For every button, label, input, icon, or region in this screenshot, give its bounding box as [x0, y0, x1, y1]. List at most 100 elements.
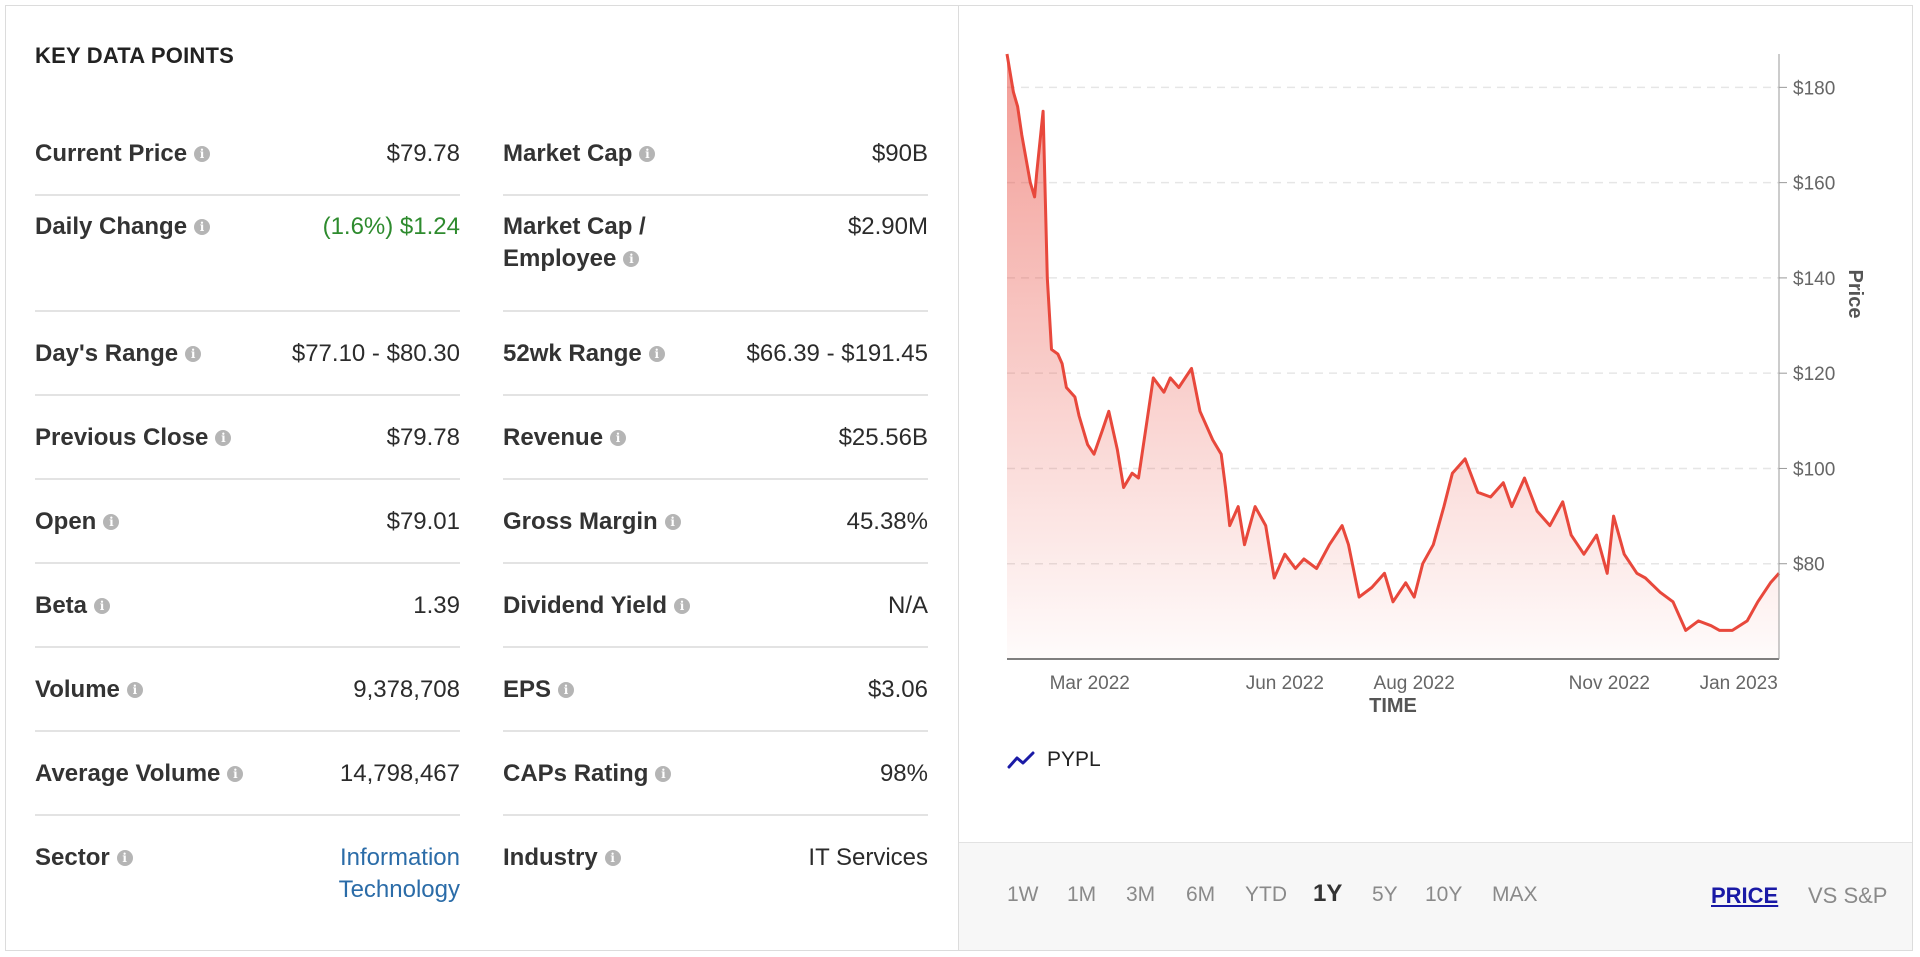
- info-icon[interactable]: i: [116, 850, 133, 866]
- info-icon[interactable]: i: [185, 346, 202, 362]
- data-row-gross-margin: Gross Margin i 45.38%: [503, 480, 928, 564]
- price-area: [1007, 54, 1779, 659]
- x-tick-label: Jun 2022: [1246, 673, 1324, 694]
- data-value: $25.56B: [838, 424, 928, 451]
- range-ytd-button[interactable]: YTD: [1245, 883, 1287, 906]
- data-row-average-volume: Average Volume i 14,798,467: [35, 732, 460, 816]
- data-value: $77.10 - $80.30: [291, 340, 460, 367]
- range-1y-button[interactable]: 1Y: [1313, 880, 1343, 907]
- data-value: $3.06: [867, 676, 928, 703]
- data-value: 9,378,708: [353, 676, 460, 703]
- range-max-button[interactable]: MAX: [1492, 883, 1538, 906]
- data-row-previous-close: Previous Close i $79.78: [35, 396, 460, 480]
- sector-link[interactable]: Information Technology: [338, 844, 460, 903]
- data-label: CAPs Rating i: [503, 758, 672, 790]
- data-value: 1.39: [413, 592, 460, 619]
- price-chart[interactable]: $180 $160 $140 $120 $100 $80 Mar 2022 Jun 2022 A…: [959, 6, 1912, 842]
- info-icon[interactable]: i: [194, 219, 211, 235]
- data-value: $79.01: [386, 508, 460, 535]
- data-label: Sector i: [35, 842, 133, 874]
- info-icon[interactable]: i: [674, 598, 691, 614]
- data-label: Day's Range i: [35, 338, 202, 370]
- data-row-volume: Volume i 9,378,708: [35, 648, 460, 732]
- info-icon[interactable]: i: [648, 346, 665, 362]
- info-icon[interactable]: i: [103, 514, 120, 530]
- data-row-beta: Beta i 1.39: [35, 564, 460, 648]
- y-tick-label: $160: [1793, 174, 1835, 195]
- data-row-dividend-yield: Dividend Yield i N/A: [503, 564, 928, 648]
- range-1m-button[interactable]: 1M: [1067, 883, 1097, 906]
- data-value: $2.90M: [847, 213, 928, 240]
- data-row-revenue: Revenue i $25.56B: [503, 396, 928, 480]
- data-row-52wk-range: 52wk Range i $66.39 - $191.45: [503, 312, 928, 396]
- info-icon[interactable]: i: [126, 682, 143, 698]
- data-label: Current Price i: [35, 138, 211, 170]
- info-icon[interactable]: i: [94, 598, 111, 614]
- panel-divider: [958, 6, 959, 950]
- chart-legend[interactable]: PYPL: [1007, 748, 1101, 772]
- range-3m-button[interactable]: 3M: [1126, 883, 1156, 906]
- x-axis-title: TIME: [1369, 695, 1417, 717]
- data-row-sector: Sector i Information Technology: [35, 816, 460, 916]
- data-column-left: Current Price i $79.78 Daily Change i (1.6…: [35, 106, 460, 916]
- info-icon[interactable]: i: [610, 430, 627, 446]
- data-row-open: Open i $79.01: [35, 480, 460, 564]
- data-row-daily-change: Daily Change i (1.6%) $1.24: [35, 196, 460, 312]
- data-label: Revenue i: [503, 422, 627, 454]
- info-icon[interactable]: i: [623, 251, 640, 267]
- data-label: Volume i: [35, 674, 143, 706]
- data-label: 52wk Range i: [503, 338, 665, 370]
- data-value: 98%: [879, 760, 928, 787]
- range-1w-button[interactable]: 1W: [1007, 883, 1039, 906]
- panel-title: KEY DATA POINTS: [35, 43, 234, 68]
- data-label: Average Volume i: [35, 758, 244, 790]
- time-range-bar: 1W 1M 3M 6M YTD 1Y 5Y 10Y MAX PRICE VS S…: [959, 842, 1912, 950]
- info-icon[interactable]: i: [215, 430, 232, 446]
- x-tick-label: Nov 2022: [1569, 673, 1650, 694]
- trend-line-icon: [1007, 751, 1035, 769]
- range-6m-button[interactable]: 6M: [1186, 883, 1216, 906]
- data-value: $79.78: [386, 424, 460, 451]
- data-label: EPS i: [503, 674, 575, 706]
- data-value: N/A: [887, 592, 928, 619]
- data-row-eps: EPS i $3.06: [503, 648, 928, 732]
- info-icon[interactable]: i: [664, 514, 681, 530]
- data-value: 45.38%: [846, 508, 928, 535]
- data-value: $79.78: [386, 140, 460, 167]
- info-icon[interactable]: i: [227, 766, 244, 782]
- price-line: [1005, 53, 1781, 632]
- data-label: Gross Margin i: [503, 506, 681, 538]
- range-5y-button[interactable]: 5Y: [1372, 883, 1398, 906]
- data-value: 14,798,467: [339, 760, 460, 787]
- range-10y-button[interactable]: 10Y: [1425, 883, 1463, 906]
- key-data-card: KEY DATA POINTS Current Price i $79.78 Da…: [5, 5, 1913, 951]
- y-tick-label: $100: [1793, 459, 1835, 480]
- data-row-market-cap: Market Cap i $90B: [503, 106, 928, 196]
- y-axis-title: Price: [1844, 270, 1866, 319]
- y-tick-label: $80: [1793, 555, 1825, 576]
- info-icon[interactable]: i: [604, 850, 621, 866]
- vs-sp-mode-button[interactable]: VS S&P: [1808, 883, 1888, 908]
- y-tick-label: $180: [1793, 78, 1835, 99]
- data-label: Previous Close i: [35, 422, 232, 454]
- data-column-right: Market Cap i $90B Market Cap / Employee i $…: [503, 106, 928, 916]
- data-value: $66.39 - $191.45: [746, 340, 929, 367]
- info-icon[interactable]: i: [655, 766, 672, 782]
- price-chart-svg[interactable]: $180 $160 $140 $120 $100 $80 Mar 2022 Jun 2022 A…: [959, 6, 1912, 842]
- info-icon[interactable]: i: [194, 146, 211, 162]
- data-label: Market Cap i: [503, 138, 656, 170]
- data-label: Daily Change i: [35, 211, 211, 243]
- info-icon[interactable]: i: [558, 682, 575, 698]
- data-row-industry: Industry i IT Services: [503, 816, 928, 916]
- x-tick-label: Aug 2022: [1374, 673, 1455, 694]
- y-tick-label: $120: [1793, 364, 1835, 385]
- data-label: Market Cap / Employee i: [503, 213, 646, 272]
- data-value: IT Services: [808, 844, 928, 871]
- data-value-daily-change: (1.6%) $1.24: [322, 213, 460, 240]
- y-tick-label: $140: [1793, 269, 1835, 290]
- x-tick-label: Jan 2023: [1700, 673, 1778, 694]
- price-mode-button[interactable]: PRICE: [1711, 883, 1779, 908]
- data-row-caps-rating: CAPs Rating i 98%: [503, 732, 928, 816]
- data-value: $90B: [871, 140, 928, 167]
- info-icon[interactable]: i: [639, 146, 656, 162]
